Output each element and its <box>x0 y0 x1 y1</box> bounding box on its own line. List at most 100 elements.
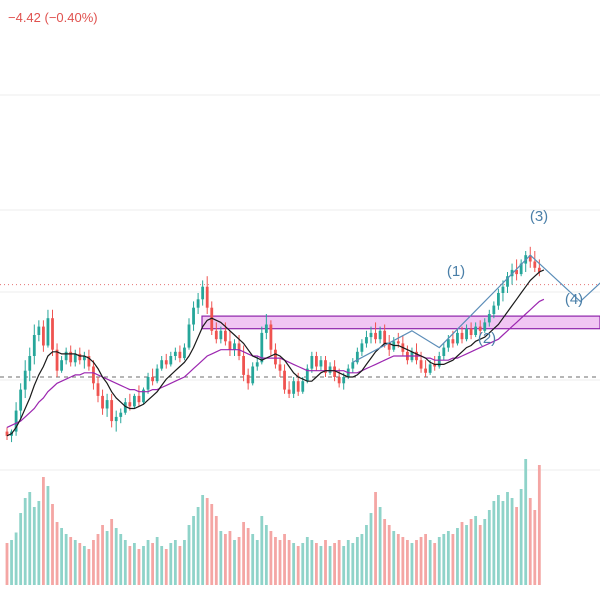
candle-body <box>278 364 282 371</box>
candle-body <box>160 360 164 369</box>
candle-body <box>537 267 541 272</box>
candle-body <box>233 343 236 350</box>
candle-body <box>337 377 341 384</box>
volume-bar <box>42 477 45 585</box>
candle-body <box>133 395 136 407</box>
volume-bar <box>283 534 286 585</box>
candle-body <box>224 330 227 342</box>
candle-body <box>424 368 427 373</box>
volume-bar <box>460 522 464 585</box>
candle-body <box>264 324 268 333</box>
candle-body <box>228 341 232 350</box>
candle-body <box>269 324 273 350</box>
volume-bar <box>428 540 432 585</box>
candle-body <box>260 332 264 363</box>
volume-bar <box>437 537 441 585</box>
candle-body <box>383 330 387 344</box>
volume-bar <box>255 540 259 585</box>
volume-bar <box>492 501 496 585</box>
volume-bar <box>164 549 168 585</box>
volume-bar <box>369 513 373 585</box>
volume-bar <box>315 543 318 585</box>
volume-bar <box>515 507 518 585</box>
candle-body <box>442 347 446 356</box>
candle-body <box>82 356 86 361</box>
candle-body <box>142 389 145 403</box>
volume-bar <box>214 516 218 585</box>
volume-bar <box>442 534 446 585</box>
volume-bar <box>46 486 50 585</box>
wave-label: (2) <box>478 330 496 347</box>
volume-bar <box>378 507 382 585</box>
candle-body <box>246 374 250 384</box>
candle-body <box>360 343 364 352</box>
candle-body <box>101 395 104 409</box>
volume-bar <box>410 543 414 585</box>
volume-bar <box>337 540 341 585</box>
candle-body <box>187 324 191 348</box>
volume-bar <box>87 549 91 585</box>
candle-body <box>437 356 441 367</box>
wave-path-line <box>352 254 600 363</box>
volume-bar <box>406 540 409 585</box>
volume-bar <box>28 492 32 585</box>
volume-bar <box>128 546 132 585</box>
candle-body <box>32 335 36 356</box>
volume-bar <box>114 528 118 585</box>
candle-body <box>164 360 168 365</box>
volume-bar <box>151 543 154 585</box>
candle-body <box>292 381 296 394</box>
candle-body <box>305 368 309 382</box>
volume-bar <box>469 519 473 585</box>
candle-body <box>69 351 73 363</box>
candle-body <box>492 305 496 314</box>
volume-bar <box>237 537 241 585</box>
candle-body <box>146 377 150 390</box>
candle-body <box>519 263 523 275</box>
volume-bar <box>228 531 232 585</box>
candle-body <box>478 326 482 331</box>
volume-bar <box>14 532 18 585</box>
volume-bar <box>260 516 264 585</box>
volume-bar <box>55 522 59 585</box>
volume-bar <box>292 543 296 585</box>
candle-body <box>123 402 127 413</box>
candle-body <box>465 328 468 340</box>
candle-body <box>37 326 41 335</box>
volume-bar <box>324 540 327 585</box>
wave-label: (4) <box>565 291 583 308</box>
candle-body <box>87 356 91 367</box>
volume-bar <box>456 528 459 585</box>
volume-bar <box>446 531 450 585</box>
candle-body <box>114 416 118 422</box>
volume-bar <box>155 537 159 585</box>
candle-body <box>460 332 464 340</box>
volume-bar <box>5 543 9 585</box>
volume-bar <box>287 540 291 585</box>
candle-body <box>487 314 491 323</box>
volume-bar <box>251 534 255 585</box>
volume-bar <box>264 525 268 585</box>
candle-body <box>42 326 45 346</box>
candle-body <box>419 360 423 369</box>
candle-body <box>192 307 195 325</box>
volume-bar <box>537 465 541 585</box>
volume-bar <box>387 525 391 585</box>
volume-bar <box>533 510 537 585</box>
reference-lines <box>0 284 600 378</box>
volume-bar <box>278 540 282 585</box>
wave-label: (1) <box>447 263 465 280</box>
candle-body <box>55 349 59 371</box>
volume-bar <box>133 543 136 585</box>
candle-body <box>137 395 141 403</box>
candle-body <box>274 349 277 365</box>
fast-moving-average-line <box>6 269 545 437</box>
candle-body <box>151 377 154 382</box>
volume-bar <box>246 528 250 585</box>
candle-body <box>333 366 336 377</box>
volume-bar <box>346 540 350 585</box>
volume-bar <box>192 516 195 585</box>
volume-bar <box>160 546 164 585</box>
volume-bar <box>169 543 173 585</box>
